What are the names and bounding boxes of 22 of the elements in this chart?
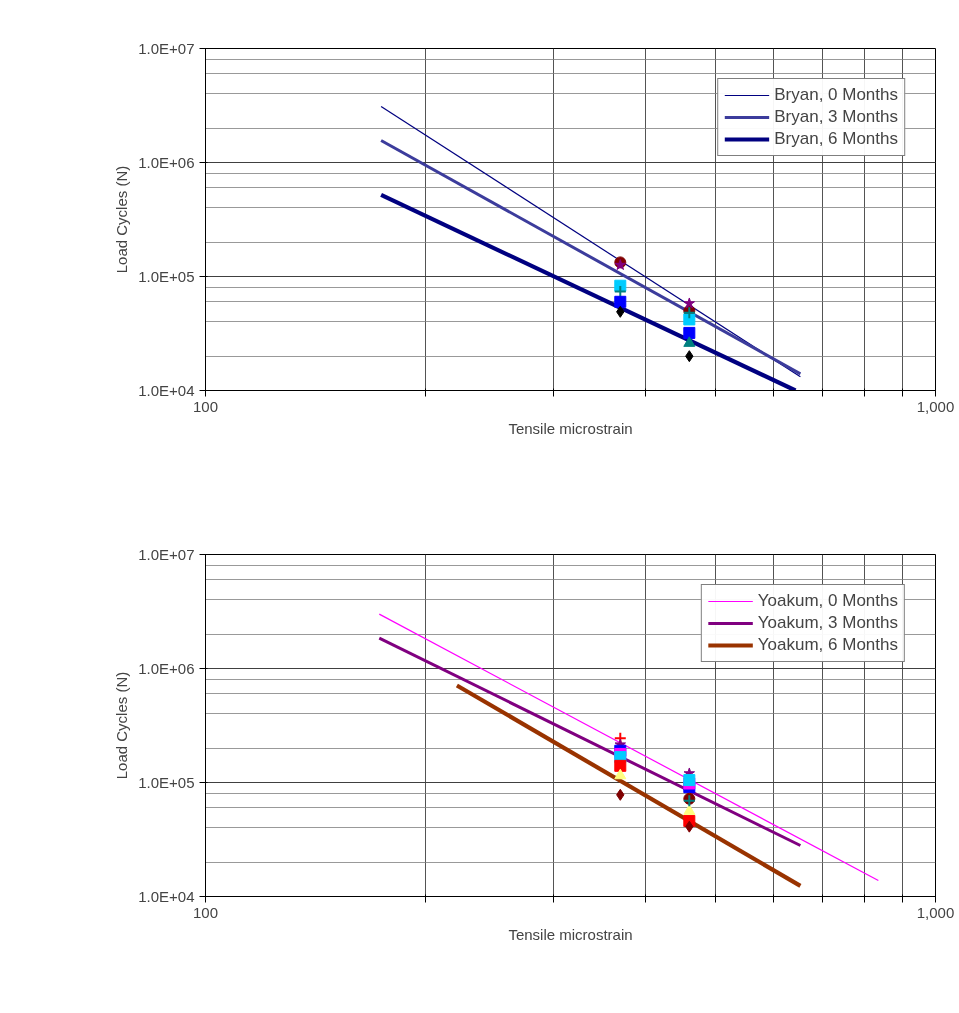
legend-label: Yoakum, 6 Months xyxy=(757,635,898,655)
y-tick-label: 1.0E+05 xyxy=(138,774,195,791)
y-tick-label: 1.0E+07 xyxy=(138,40,195,57)
x-axis-title: Tensile microstrain xyxy=(508,925,633,943)
y-tick-label: 1.0E+04 xyxy=(138,888,195,905)
x-tick-label: 1,000 xyxy=(916,397,955,415)
x-tick-label: 100 xyxy=(192,903,219,921)
y-axis-title: Load Cycles (N) xyxy=(113,165,131,274)
legend-label: Yoakum, 0 Months xyxy=(757,591,898,611)
x-tick-label: 1,000 xyxy=(916,903,955,921)
legend-label: Bryan, 6 Months xyxy=(774,129,898,149)
y-tick-label: 1.0E+04 xyxy=(138,382,195,399)
x-axis-title: Tensile microstrain xyxy=(508,419,633,437)
y-tick-label: 1.0E+05 xyxy=(138,268,195,285)
legend-label: Yoakum, 3 Months xyxy=(757,613,898,633)
legend-label: Bryan, 0 Months xyxy=(774,85,898,105)
legend-label: Bryan, 3 Months xyxy=(774,107,898,127)
x-tick-label: 100 xyxy=(192,397,219,415)
y-tick-label: 1.0E+07 xyxy=(138,546,195,563)
y-tick-label: 1.0E+06 xyxy=(138,660,195,677)
y-tick-label: 1.0E+06 xyxy=(138,154,195,171)
y-axis-title: Load Cycles (N) xyxy=(113,671,131,780)
